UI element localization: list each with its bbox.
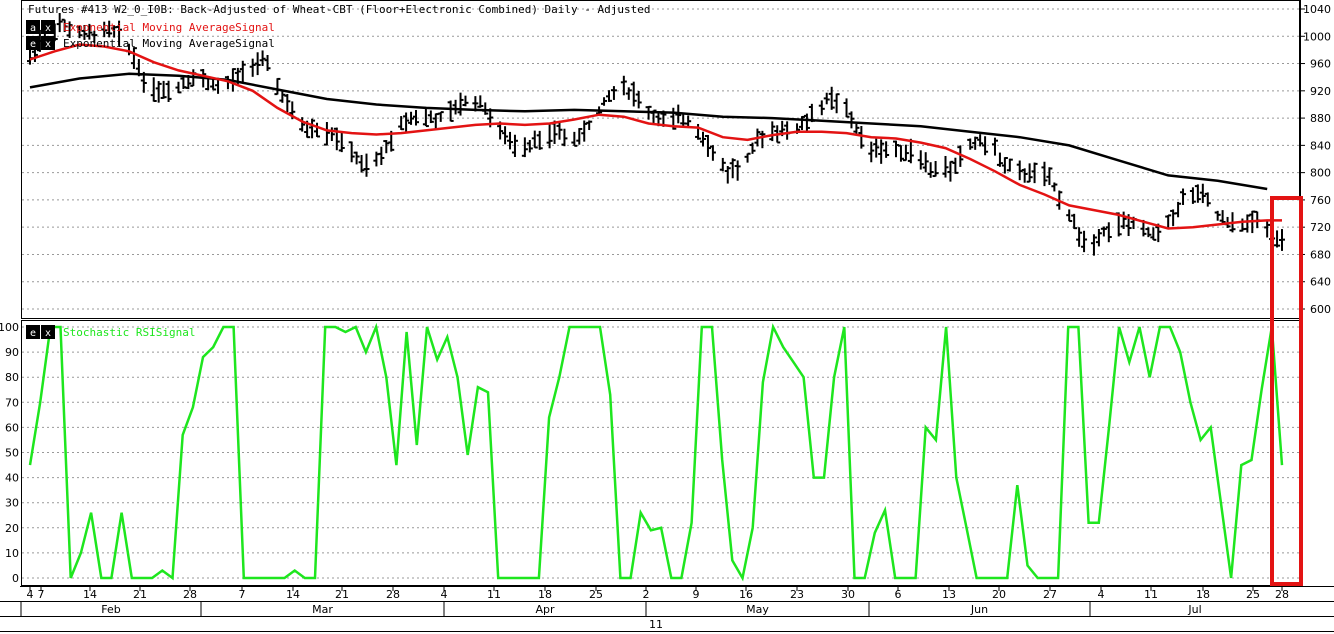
price-y-tick-label: 1000 xyxy=(1303,30,1331,43)
price-y-tick-label: 960 xyxy=(1310,58,1331,71)
price-y-tick-label: 880 xyxy=(1310,112,1331,125)
price-y-axis: 600 640 680 720 760 800 840 880 920 960 1000 1040 xyxy=(1300,3,1331,316)
date-tick-label: 18 xyxy=(1196,588,1210,601)
date-tick-label: 27 xyxy=(1043,588,1057,601)
ohlc-bars xyxy=(27,12,1285,256)
indicator-y-tick-label: 30 xyxy=(5,497,19,510)
legend-ema-red-label: Exponential Moving AverageSignal xyxy=(63,21,275,34)
indicator-y-tick-label: 90 xyxy=(5,346,19,359)
date-tick-label: 16 xyxy=(739,588,753,601)
chart-title: Futures #413 W2_0_I0B: Back-Adjusted of … xyxy=(28,3,651,16)
month-label: Apr xyxy=(535,603,555,616)
date-tick-label: 4 xyxy=(27,588,34,601)
month-label: May xyxy=(746,603,769,616)
month-label: Feb xyxy=(101,603,120,616)
month-axis: Feb Mar Apr May Jun Jul xyxy=(20,601,1202,616)
ema-black-line xyxy=(29,72,1268,191)
indicator-y-tick-label: 80 xyxy=(5,371,19,384)
legend-ema-black[interactable]: e x Exponential Moving AverageSignal xyxy=(26,36,275,50)
indicator-y-axis: 0 10 20 30 40 50 60 70 80 90 100 xyxy=(0,321,19,585)
legend-button-x[interactable] xyxy=(41,20,55,34)
legend-stochastic-label: Stochastic RSISignal xyxy=(63,326,195,339)
indicator-y-tick-label: 70 xyxy=(5,396,19,409)
price-y-tick-label: 1040 xyxy=(1303,3,1331,16)
price-y-tick-label: 680 xyxy=(1310,248,1331,261)
legend-button-a[interactable] xyxy=(26,20,40,34)
price-y-tick-label: 800 xyxy=(1310,167,1331,180)
price-y-tick-label: 840 xyxy=(1310,139,1331,152)
date-tick-label: 30 xyxy=(841,588,855,601)
date-tick-label: 21 xyxy=(133,588,147,601)
legend-button-e-label: e xyxy=(30,328,36,339)
legend-button-x-label: x xyxy=(45,328,51,339)
date-tick-label: 6 xyxy=(895,588,902,601)
indicator-y-tick-label: 0 xyxy=(12,572,19,585)
date-tick-label: 13 xyxy=(942,588,956,601)
month-label: Jun xyxy=(970,603,988,616)
indicator-y-tick-label: 60 xyxy=(5,421,19,434)
date-tick-label: 28 xyxy=(183,588,197,601)
price-grid xyxy=(22,8,1300,310)
date-tick-label: 7 xyxy=(239,588,246,601)
ema-red-line xyxy=(29,43,1282,230)
legend-button-x-label: x xyxy=(45,39,51,50)
indicator-y-tick-label: 100 xyxy=(0,321,19,334)
date-tick-label: 2 xyxy=(643,588,650,601)
date-tick-label: 23 xyxy=(790,588,804,601)
price-y-tick-label: 760 xyxy=(1310,194,1331,207)
price-y-tick-label: 920 xyxy=(1310,85,1331,98)
legend-button-x-label: x xyxy=(45,23,51,34)
indicator-y-tick-label: 10 xyxy=(5,547,19,560)
highlight-box xyxy=(1270,196,1303,586)
price-y-tick-label: 600 xyxy=(1310,303,1331,316)
indicator-y-tick-label: 50 xyxy=(5,447,19,460)
month-label: Mar xyxy=(312,603,333,616)
date-tick-label: 4 xyxy=(441,588,448,601)
price-y-tick-label: 640 xyxy=(1310,276,1331,289)
stochastic-rsi-line xyxy=(28,322,1284,582)
month-label: Jul xyxy=(1187,603,1201,616)
date-tick-label: 25 xyxy=(589,588,603,601)
date-axis: 4 7 14 21 28 7 14 21 28 4 11 18 25 2 9 16 23 30 6 13 20 27 4 11… xyxy=(27,586,1289,601)
legend-button-e[interactable] xyxy=(26,325,40,339)
price-panel-frame xyxy=(21,0,1300,319)
date-tick-label: 28 xyxy=(1275,588,1289,601)
date-tick-label: 14 xyxy=(286,588,300,601)
year-label: 11 xyxy=(649,618,663,631)
date-tick-label: 18 xyxy=(538,588,552,601)
date-tick-label: 20 xyxy=(992,588,1006,601)
date-tick-label: 21 xyxy=(335,588,349,601)
legend-button-x[interactable] xyxy=(41,36,55,50)
legend-button-e-label: e xyxy=(30,39,36,50)
legend-button-e[interactable] xyxy=(26,36,40,50)
price-y-tick-label: 720 xyxy=(1310,221,1331,234)
legend-ema-red[interactable]: a x Exponential Moving AverageSignal xyxy=(26,20,275,34)
legend-ema-black-label: Exponential Moving AverageSignal xyxy=(63,37,275,50)
date-tick-label: 9 xyxy=(693,588,700,601)
date-tick-label: 11 xyxy=(1144,588,1158,601)
date-tick-label: 25 xyxy=(1246,588,1260,601)
date-tick-label: 11 xyxy=(487,588,501,601)
legend-button-x[interactable] xyxy=(41,325,55,339)
legend-stochastic[interactable]: e x Stochastic RSISignal xyxy=(26,325,195,339)
indicator-y-tick-label: 20 xyxy=(5,522,19,535)
date-tick-label: 7 xyxy=(38,588,45,601)
date-tick-label: 28 xyxy=(386,588,400,601)
indicator-grid xyxy=(22,326,1300,579)
legend-button-a-label: a xyxy=(30,23,36,34)
indicator-y-tick-label: 40 xyxy=(5,472,19,485)
date-tick-label: 14 xyxy=(83,588,97,601)
date-tick-label: 4 xyxy=(1098,588,1105,601)
